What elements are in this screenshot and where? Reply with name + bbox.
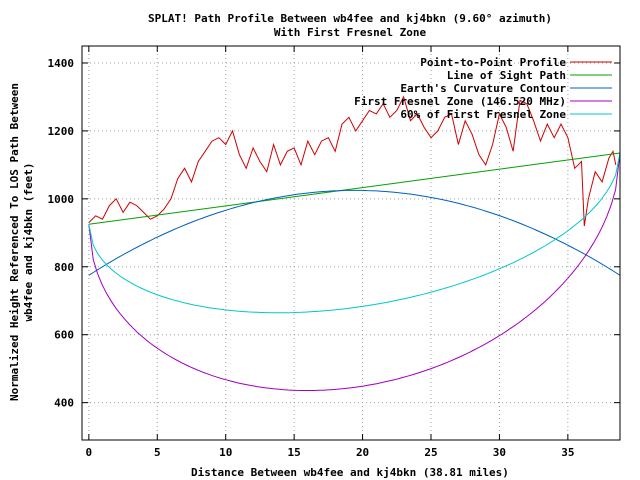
y-axis-label-line-2: wb4fee and kj4bkn (feet): [22, 163, 35, 322]
x-tick-label: 35: [561, 446, 574, 459]
x-tick-label: 30: [493, 446, 506, 459]
x-tick-label: 25: [424, 446, 437, 459]
x-tick-label: 5: [154, 446, 161, 459]
y-tick-label: 1000: [48, 193, 75, 206]
axis-ticks: 0 5 10 15 20 25 30 35 400 600 800 1000 1200 1400: [48, 46, 620, 459]
y-tick-label: 800: [54, 261, 74, 274]
chart-title: SPLAT! Path Profile Between wb4fee and k…: [148, 12, 552, 25]
y-tick-label: 1200: [48, 125, 75, 138]
profile-line: [88, 95, 617, 227]
y-tick-label: 1400: [48, 57, 75, 70]
y-tick-label: 600: [54, 329, 74, 342]
grid-lines: [82, 46, 620, 440]
y-tick-label: 400: [54, 397, 74, 410]
plot-frame: [81, 45, 621, 441]
x-tick-label: 20: [356, 446, 369, 459]
x-tick-label: 10: [219, 446, 232, 459]
x-tick-label: 15: [288, 446, 301, 459]
x-tick-label: 0: [86, 446, 93, 459]
series-layer: [88, 95, 621, 391]
legend-label-curvature: Earth's Curvature Contour: [400, 82, 566, 95]
fresnel-60-line: [88, 152, 621, 314]
x-axis-label: Distance Between wb4fee and kj4bkn (38.8…: [191, 466, 509, 479]
legend-label-fresnel-60: 60% of First Fresnel Zone: [400, 108, 566, 121]
los-line: [88, 152, 621, 225]
curvature-line: [88, 189, 621, 276]
legend-label-los: Line of Sight Path: [447, 69, 566, 82]
legend-label-fresnel: First Fresnel Zone (146.520 MHz): [354, 95, 566, 108]
legend: Point-to-Point Profile Line of Sight Pat…: [354, 56, 612, 121]
fresnel-zone-line: [88, 152, 621, 391]
legend-label-profile: Point-to-Point Profile: [420, 56, 566, 69]
chart-subtitle: With First Fresnel Zone: [274, 26, 427, 39]
y-axis-label-line-1: Normalized Height Referenced To LOS Path…: [8, 83, 21, 401]
